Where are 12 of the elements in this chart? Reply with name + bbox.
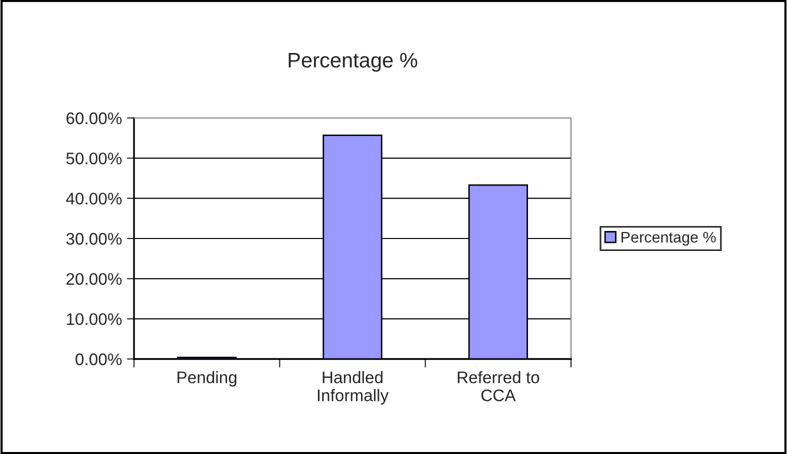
y-tick-label: 40.00% [66,192,122,205]
y-tick-label: 50.00% [66,152,122,164]
legend-label: Percentage % [622,232,716,246]
x-tick-label: Referred to CCA [458,371,540,402]
x-tick-label: Pending [178,371,236,387]
y-tick-label: 10.00% [66,313,122,326]
y-tick-label: 0.00% [76,353,122,366]
x-tick-label: Handled Informally [318,371,389,405]
chart-title: Percentage % [288,52,418,72]
y-tick-label: 30.00% [66,232,122,245]
y-tick-label: 20.00% [66,273,122,285]
y-tick-label: 60.00% [66,112,122,124]
